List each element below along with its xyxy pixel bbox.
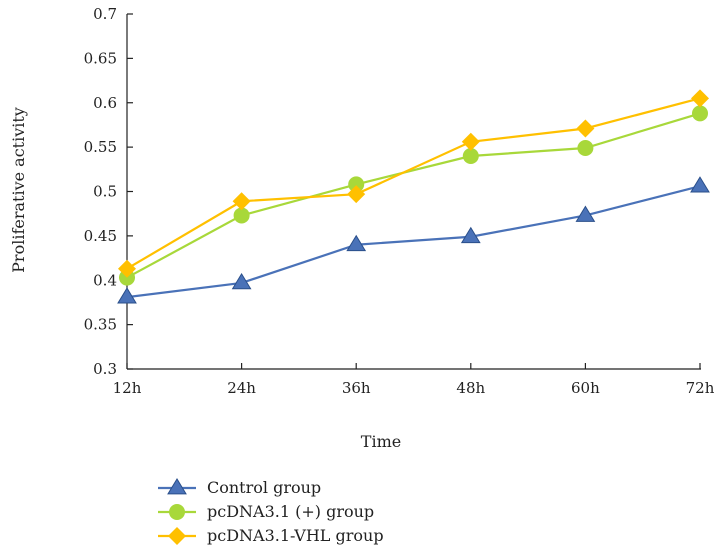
data-point: [117, 287, 137, 304]
series-3: [118, 89, 709, 278]
y-tick-label: 0.45: [84, 227, 117, 245]
y-axis-title: Proliferative activity: [9, 107, 28, 273]
data-point: [576, 119, 595, 138]
legend-item: Control group: [158, 478, 321, 497]
legend-item: pcDNA3.1-VHL group: [158, 526, 384, 545]
data-point: [462, 148, 479, 164]
legend-marker: [167, 478, 187, 495]
series-2: [119, 105, 708, 286]
data-point: [690, 176, 710, 193]
series-line: [126, 185, 701, 299]
data-point: [461, 132, 480, 151]
x-tick-label: 72h: [686, 379, 715, 397]
legend-label: pcDNA3.1 (+) group: [207, 502, 374, 521]
legend: Control group pcDNA3.1 (+) group pcDNA3.1-…: [158, 478, 384, 545]
data-point: [348, 176, 365, 193]
legend-label: Control group: [207, 478, 321, 497]
y-tick-label: 0.55: [84, 138, 117, 156]
y-tick-label: 0.4: [93, 271, 117, 289]
y-tick-label: 0.35: [84, 316, 117, 334]
y-tick-label: 0.65: [84, 49, 117, 67]
axes: [126, 13, 701, 370]
y-tick-label: 0.3: [93, 360, 117, 378]
legend-marker: [168, 527, 186, 545]
x-tick-label: 48h: [456, 379, 485, 397]
data-point: [118, 259, 136, 278]
y-tick-label: 0.6: [93, 94, 117, 112]
x-tick-label: 12h: [113, 379, 142, 397]
legend-item: pcDNA3.1 (+) group: [158, 502, 374, 521]
tick-labels: 0.3 0.35 0.4 0.45 0.5 0.55 0.6 0.65 0.7 12h 24h 36h…: [84, 5, 715, 397]
legend-marker: [169, 504, 185, 520]
series-layer: [117, 89, 710, 304]
data-point: [232, 192, 251, 211]
data-point: [233, 207, 250, 224]
data-point: [577, 140, 594, 157]
y-tick-label: 0.5: [93, 183, 117, 201]
x-tick-label: 24h: [227, 379, 256, 397]
data-point: [691, 89, 709, 108]
data-point: [231, 272, 252, 290]
data-point: [346, 234, 367, 252]
data-point: [692, 105, 708, 122]
series-1: [117, 176, 710, 304]
data-point: [575, 205, 596, 222]
x-tick-label: 36h: [342, 379, 371, 397]
data-point: [347, 185, 366, 204]
y-tick-label: 0.7: [93, 5, 117, 23]
x-axis-title: Time: [361, 432, 401, 451]
series-line: [126, 112, 701, 279]
legend-label: pcDNA3.1-VHL group: [207, 526, 384, 545]
series-line: [126, 97, 701, 270]
x-tick-label: 60h: [571, 379, 600, 397]
data-point: [460, 226, 481, 244]
